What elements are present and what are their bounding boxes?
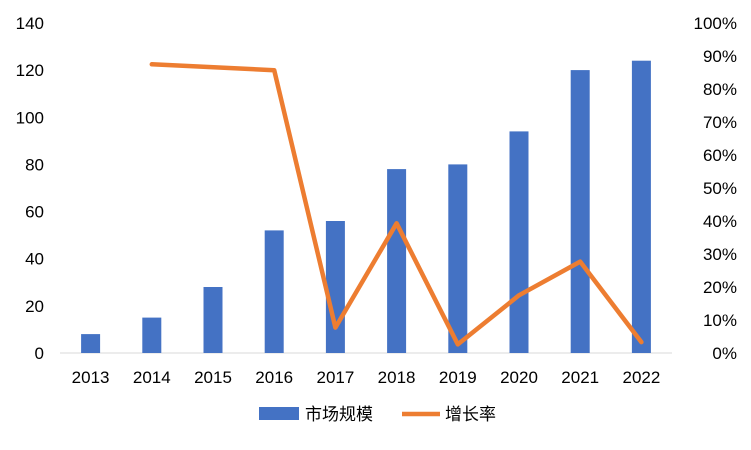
legend-swatch-market-size	[259, 407, 299, 420]
right-y-tick-label: 30%	[703, 245, 737, 264]
x-tick-label: 2017	[316, 368, 354, 387]
bar-2020	[509, 131, 529, 353]
right-y-tick-label: 80%	[703, 80, 737, 99]
right-y-tick-label: 10%	[703, 311, 737, 330]
right-y-tick-label: 20%	[703, 278, 737, 297]
line-series-growth-rate	[149, 62, 644, 347]
legend-label-growth-rate: 增长率	[445, 405, 496, 425]
right-y-tick-label: 0%	[712, 344, 737, 363]
bar-2016	[264, 230, 284, 353]
left-y-tick-label: 40	[25, 250, 44, 269]
right-y-axis: 0% 10% 20% 30% 40% 50% 60% 70% 80% 90% 100%	[694, 14, 737, 363]
bar-2021	[570, 70, 590, 353]
left-y-tick-label: 80	[25, 155, 44, 174]
right-y-tick-label: 40%	[703, 212, 737, 231]
bar-2018	[387, 169, 407, 353]
x-tick-label: 2013	[72, 368, 110, 387]
bar-2014	[142, 317, 162, 353]
right-y-tick-label: 50%	[703, 179, 737, 198]
right-y-tick-label: 60%	[703, 146, 737, 165]
bar-2022	[631, 60, 651, 353]
left-y-tick-label: 0	[35, 344, 44, 363]
x-tick-label: 2014	[133, 368, 171, 387]
left-y-tick-label: 60	[25, 203, 44, 222]
left-y-tick-label: 20	[25, 297, 44, 316]
left-y-tick-label: 100	[16, 108, 44, 127]
x-tick-label: 2019	[439, 368, 477, 387]
left-y-axis: 0 20 40 60 80 100 120 140	[16, 14, 44, 363]
x-tick-label: 2020	[500, 368, 538, 387]
bar-2019	[448, 164, 468, 353]
bar-series-market-size	[81, 60, 651, 353]
legend-label-market-size: 市场规模	[305, 405, 373, 425]
x-tick-label: 2022	[622, 368, 660, 387]
legend: 市场规模 增长率	[259, 405, 496, 425]
x-tick-label: 2018	[378, 368, 416, 387]
right-y-tick-label: 70%	[703, 113, 737, 132]
right-y-tick-label: 90%	[703, 47, 737, 66]
bar-2013	[81, 334, 101, 353]
x-tick-label: 2021	[561, 368, 599, 387]
left-y-tick-label: 140	[16, 14, 44, 33]
x-tick-label: 2016	[255, 368, 293, 387]
left-y-tick-label: 120	[16, 61, 44, 80]
x-tick-label: 2015	[194, 368, 232, 387]
growth-rate-line	[149, 62, 644, 347]
right-y-tick-label: 100%	[694, 14, 737, 33]
bar-2017	[325, 221, 345, 353]
bar-2015	[203, 287, 223, 353]
x-axis: 2013 2014 2015 2016 2017 2018 2019 2020 2021 2022	[60, 352, 672, 387]
